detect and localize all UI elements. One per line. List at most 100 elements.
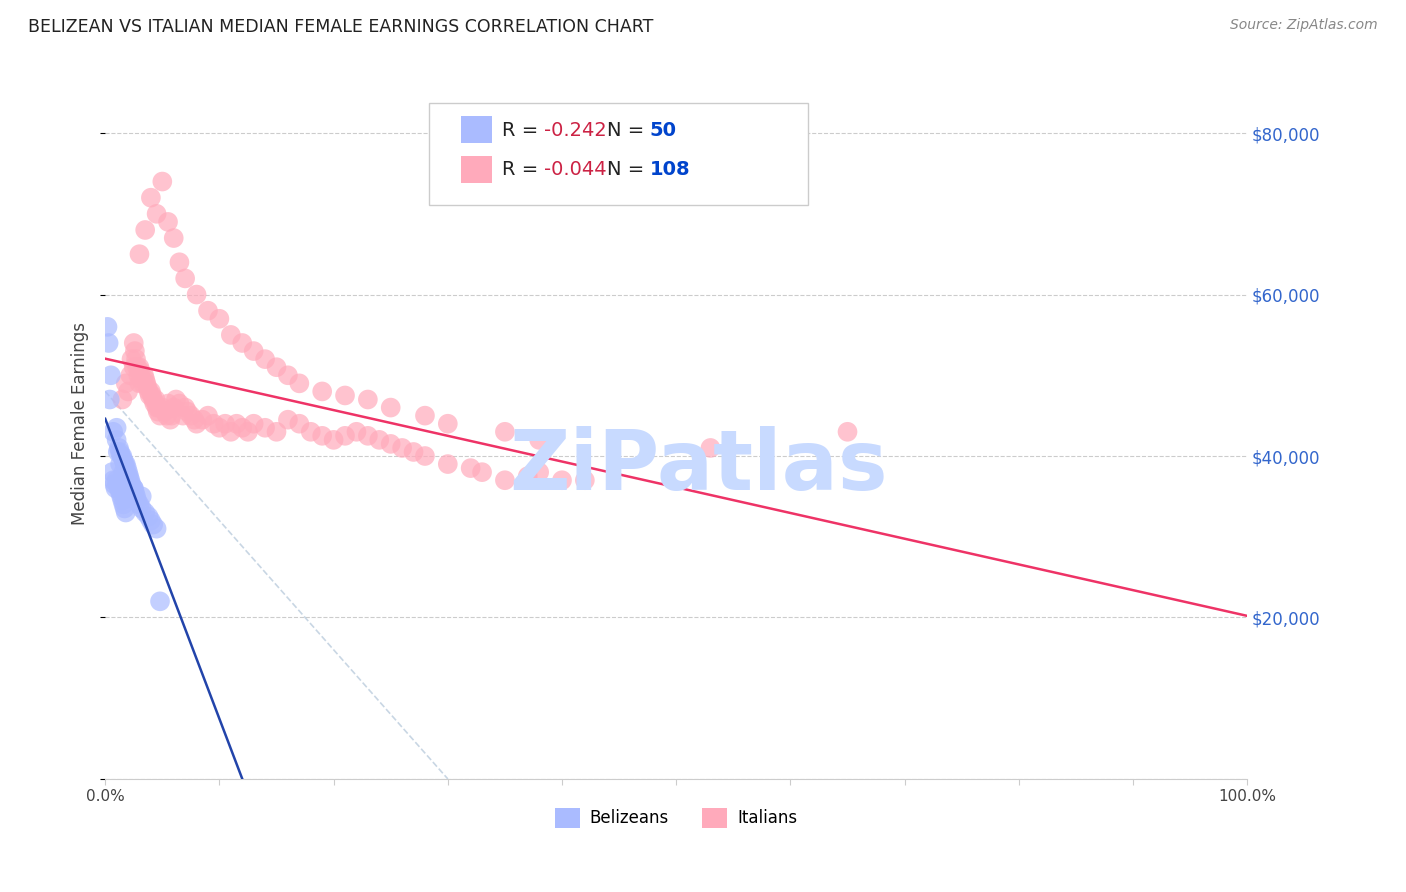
Belizeans [98, 392, 121, 407]
Italians [242, 344, 264, 359]
Belizeans [118, 469, 141, 483]
Text: 108: 108 [650, 160, 690, 179]
Belizeans [145, 522, 167, 536]
Italians [322, 433, 344, 447]
Italians [402, 445, 425, 459]
Italians [146, 404, 169, 418]
Belizeans [139, 514, 162, 528]
Italians [208, 421, 231, 435]
Italians [311, 384, 333, 399]
Italians [277, 368, 299, 383]
Italians [129, 364, 152, 378]
Italians [128, 247, 150, 261]
Belizeans [131, 489, 153, 503]
Belizeans [117, 465, 139, 479]
Italians [231, 421, 253, 435]
Italians [127, 360, 149, 375]
Belizeans [122, 481, 145, 495]
Belizeans [100, 368, 122, 383]
Belizeans [112, 453, 135, 467]
Italians [139, 191, 162, 205]
Italians [413, 409, 436, 423]
Italians [180, 409, 202, 423]
Italians [254, 352, 277, 367]
Italians [346, 425, 368, 439]
Belizeans [108, 485, 131, 500]
Italians [120, 368, 142, 383]
Italians [150, 175, 173, 189]
Italians [186, 417, 208, 431]
Italians [266, 360, 288, 375]
Italians [174, 401, 197, 415]
Text: Source: ZipAtlas.com: Source: ZipAtlas.com [1230, 18, 1378, 32]
Italians [208, 311, 231, 326]
Italians [141, 388, 163, 402]
Italians [460, 461, 482, 475]
Italians [122, 336, 145, 351]
Italians [214, 417, 236, 431]
Belizeans [112, 498, 135, 512]
Belizeans [105, 473, 128, 487]
Belizeans [103, 473, 125, 487]
Belizeans [127, 493, 149, 508]
Belizeans [114, 501, 136, 516]
Italians [156, 409, 179, 423]
Italians [135, 376, 157, 391]
Italians [413, 449, 436, 463]
Italians [172, 409, 194, 423]
Italians [231, 336, 253, 351]
Italians [165, 392, 187, 407]
Italians [169, 255, 191, 269]
Belizeans [96, 319, 118, 334]
Italians [380, 437, 402, 451]
Italians [391, 441, 413, 455]
Belizeans [112, 465, 135, 479]
Italians [157, 396, 180, 410]
Italians [225, 417, 247, 431]
Italians [159, 412, 181, 426]
Italians [494, 473, 516, 487]
Italians [128, 360, 150, 375]
Belizeans [125, 489, 148, 503]
Italians [145, 392, 167, 407]
Italians [191, 412, 214, 426]
Italians [128, 376, 150, 391]
Belizeans [114, 457, 136, 471]
Italians [150, 401, 173, 415]
Italians [125, 352, 148, 367]
Y-axis label: Median Female Earnings: Median Female Earnings [72, 322, 89, 525]
Italians [242, 417, 264, 431]
Belizeans [105, 421, 128, 435]
Italians [132, 368, 155, 383]
Italians [574, 473, 596, 487]
Italians [176, 404, 198, 418]
Italians [368, 433, 391, 447]
Belizeans [117, 469, 139, 483]
Text: R =: R = [502, 120, 544, 140]
Italians [114, 376, 136, 391]
Italians [357, 429, 380, 443]
Italians [266, 425, 288, 439]
Italians [163, 401, 186, 415]
Italians [380, 401, 402, 415]
Belizeans [107, 445, 129, 459]
Italians [333, 388, 356, 402]
Text: N =: N = [607, 120, 651, 140]
Italians [132, 376, 155, 391]
Italians [494, 425, 516, 439]
Italians [219, 425, 242, 439]
Italians [143, 396, 166, 410]
Belizeans [128, 498, 150, 512]
Text: ZiPatlas: ZiPatlas [510, 425, 889, 507]
Italians [437, 417, 460, 431]
Italians [148, 401, 170, 415]
Belizeans [104, 481, 127, 495]
Italians [122, 360, 145, 375]
Belizeans [124, 485, 146, 500]
Text: 50: 50 [650, 120, 676, 140]
Belizeans [142, 517, 165, 532]
Belizeans [134, 506, 156, 520]
Belizeans [108, 457, 131, 471]
Italians [311, 429, 333, 443]
Belizeans [103, 477, 125, 491]
